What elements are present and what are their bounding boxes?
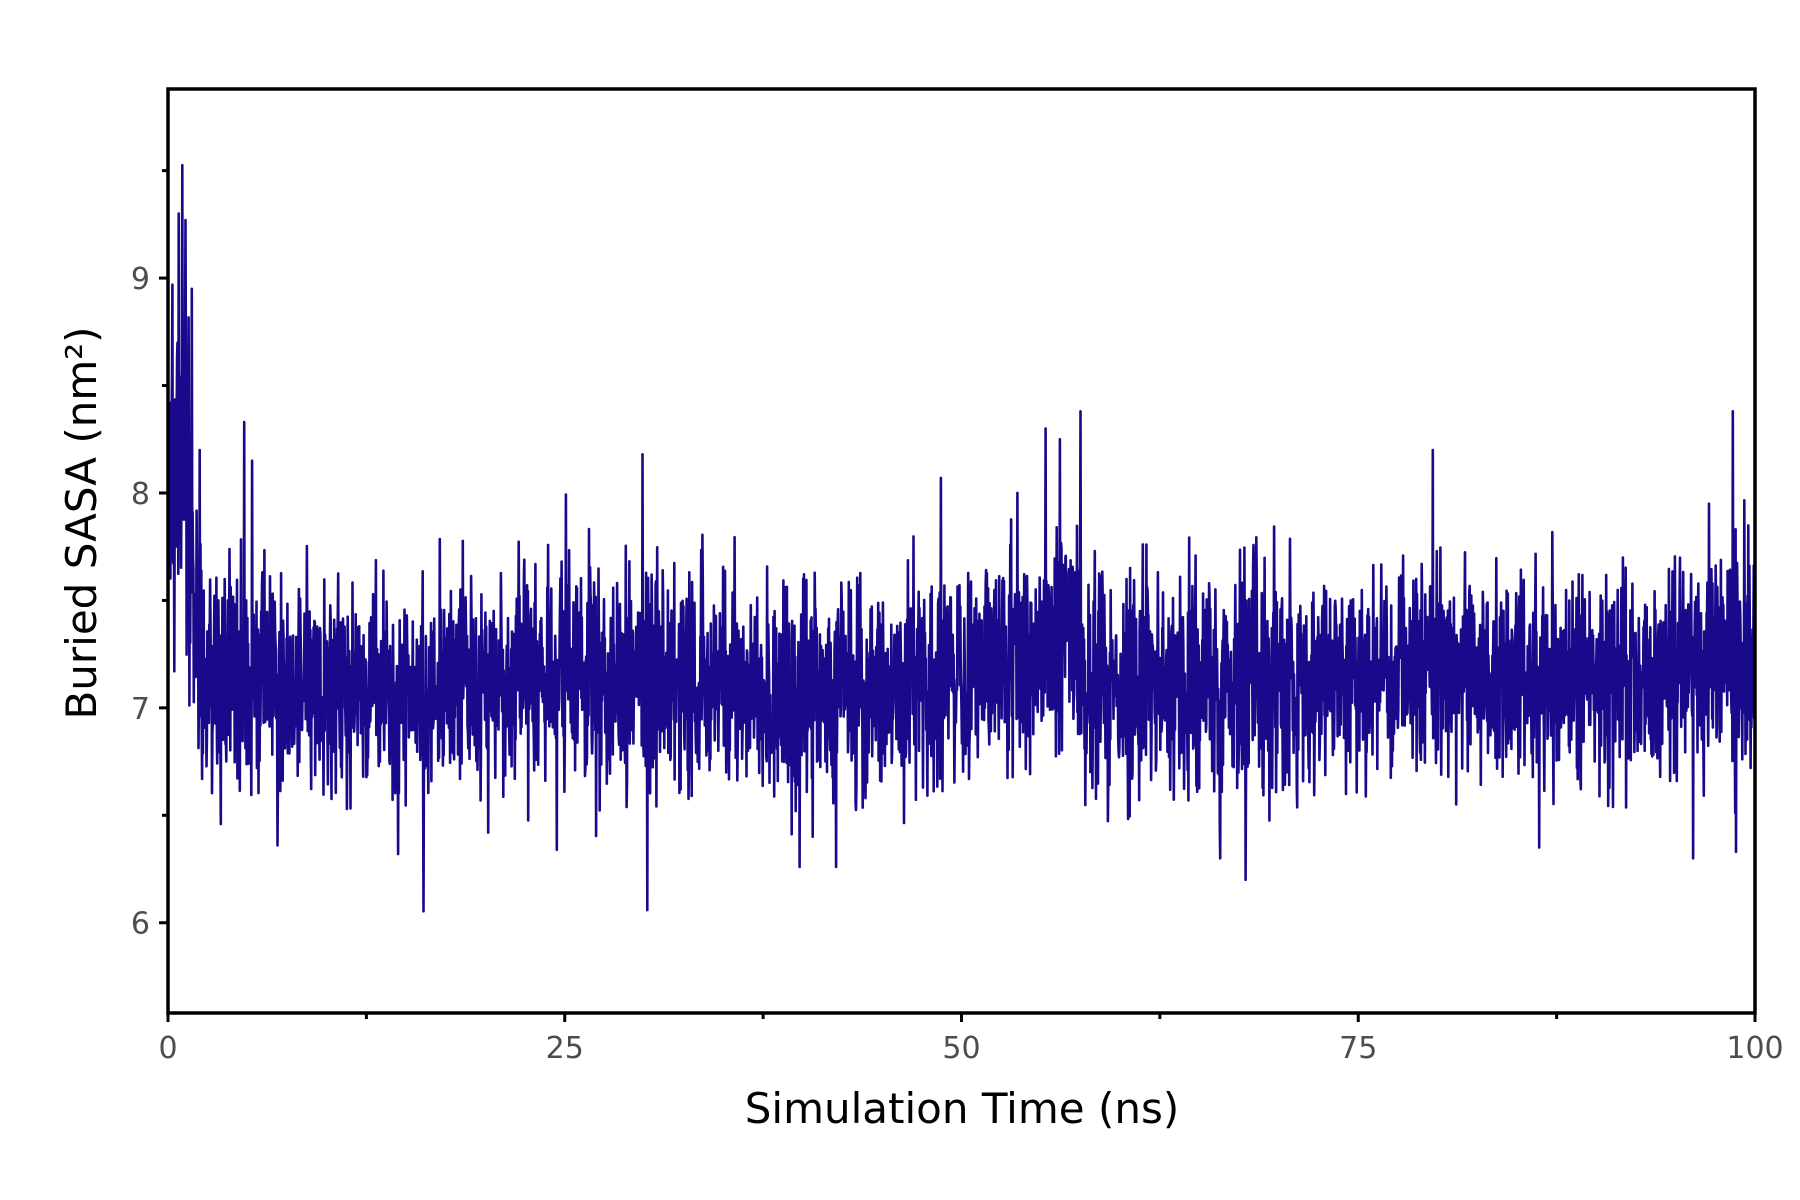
y-tick-label: 6 [131,907,150,942]
axis-layer: 0 25 50 75 100 6 7 8 9 [131,169,1784,1066]
x-tick-label: 25 [546,1031,584,1066]
y-axis-title: Buried SASA (nm²) [57,326,106,719]
series-layer [166,163,1757,913]
x-tick-label: 50 [942,1031,980,1066]
plot-frame [166,87,1757,1015]
x-tick-label: 0 [158,1031,177,1066]
x-axis-title: Simulation Time (ns) [745,1084,1179,1133]
sasa-series-line [166,163,1757,913]
y-tick-label: 7 [131,692,150,727]
x-tick-label: 75 [1339,1031,1377,1066]
y-tick-label: 8 [131,477,150,512]
y-tick-label: 9 [131,262,150,297]
x-tick-label: 100 [1726,1031,1783,1066]
